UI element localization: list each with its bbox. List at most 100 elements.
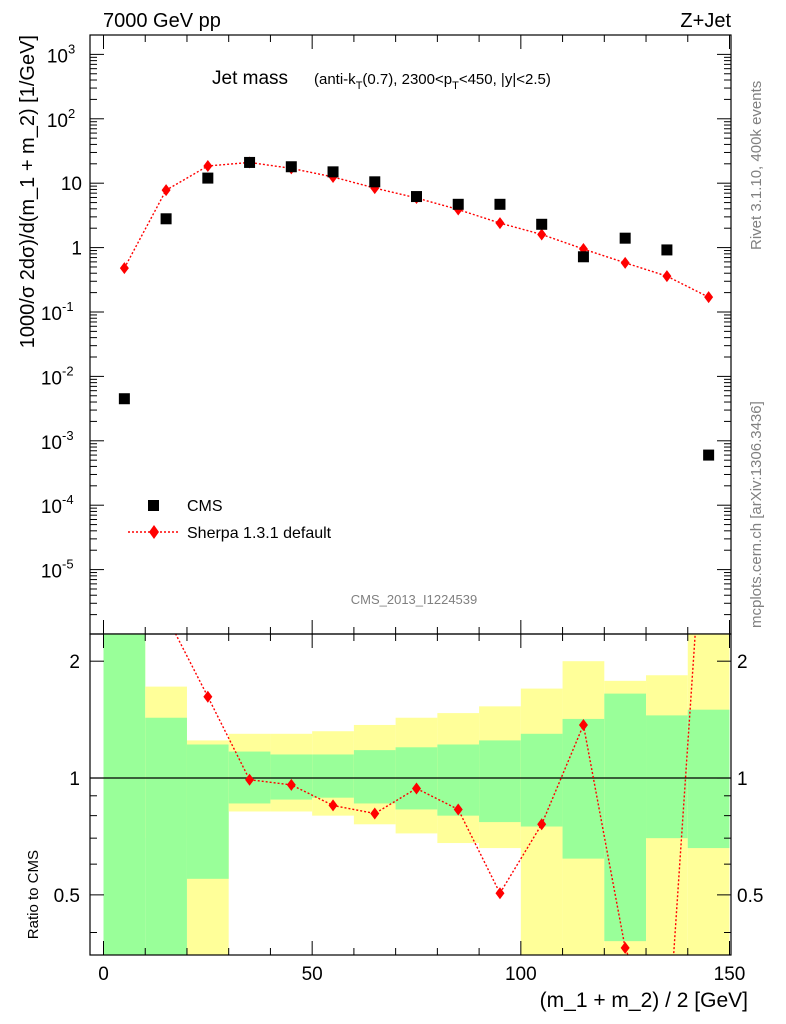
ratio-xtick-label: 150 xyxy=(714,964,746,985)
ratio-ytick-label-right: 1 xyxy=(737,769,748,790)
ratio-ylabel: Ratio to CMS xyxy=(25,850,42,939)
ratio-ytick-label: 1 xyxy=(69,769,80,790)
ratio-mc-point xyxy=(370,807,380,820)
main-ytick-label: 1 xyxy=(71,239,82,260)
main-ytick-exponent: -1 xyxy=(62,299,74,314)
cms-point xyxy=(202,172,214,184)
ratio-mc-point xyxy=(412,782,421,795)
cms-point xyxy=(577,251,589,263)
main-ytick-exponent: 2 xyxy=(68,106,75,121)
plot-title-detail: (anti-kT(0.7), 2300<pT<450, |y|<2.5) xyxy=(314,71,551,92)
ratio-xtick-label: 50 xyxy=(302,964,323,985)
main-ytick-label: 10 xyxy=(41,433,62,454)
ratio-mc-point xyxy=(537,818,547,831)
cms-point xyxy=(452,198,464,210)
main-ytick-label: 10 xyxy=(41,562,62,583)
cms-point xyxy=(285,161,297,173)
cms-point xyxy=(411,191,422,203)
side-label-rivet: Rivet 3.1.10, 400k events xyxy=(748,81,765,250)
cms-point xyxy=(536,218,548,230)
mc-point xyxy=(161,184,171,197)
header-left: 7000 GeV pp xyxy=(103,10,221,32)
ratio-xtick-label: 100 xyxy=(505,964,537,985)
main-ytick-exponent: 3 xyxy=(68,41,75,56)
ratio-mc-point xyxy=(245,773,255,786)
header-right: Z+Jet xyxy=(680,10,731,32)
ratio-band-inner xyxy=(145,717,187,955)
ratio-bands xyxy=(103,634,730,955)
cms-point xyxy=(160,213,172,225)
main-ylabel: 1000/σ 2dσ)/d(m_1 + m_2) [1/GeV] xyxy=(17,35,39,348)
mc-point xyxy=(704,291,714,304)
cms-point xyxy=(327,166,339,178)
mc-point xyxy=(495,217,505,230)
main-ytick-exponent: -5 xyxy=(62,557,74,572)
ratio-ytick-label-right: 0.5 xyxy=(737,886,763,907)
ratio-mc-point xyxy=(578,718,588,731)
ratio-ytick-label-right: 2 xyxy=(737,652,748,673)
cms-point xyxy=(494,198,506,210)
ratio-band-inner xyxy=(646,715,688,839)
ratio-band-inner xyxy=(353,750,396,804)
ratio-band-inner xyxy=(312,754,354,798)
mc-point xyxy=(203,159,213,172)
ratio-mc-point xyxy=(203,690,213,703)
ratio-panel: 0 50 100 150 0.5 0.5 1 1 2 2 xyxy=(54,633,763,985)
main-ytick-exponent: -4 xyxy=(62,492,74,507)
legend-cms-marker xyxy=(148,500,159,511)
main-ticks xyxy=(90,34,731,635)
ratio-mc-point xyxy=(328,799,338,812)
ratio-ticks: 0 50 100 150 0.5 0.5 1 1 2 2 xyxy=(54,634,763,985)
cms-point xyxy=(369,176,381,188)
ratio-ytick-label: 2 xyxy=(69,652,80,673)
legend-cms-label: CMS xyxy=(187,498,223,515)
ratio-panel-frame xyxy=(89,633,732,956)
legend-mc-label: Sherpa 1.3.1 default xyxy=(187,525,332,542)
ratio-mc-point xyxy=(286,778,296,791)
mc-point xyxy=(620,256,630,269)
watermark: CMS_2013_I1224539 xyxy=(351,592,478,607)
main-ytick-label: 10 xyxy=(47,111,68,132)
ratio-band-inner xyxy=(604,693,647,942)
x-axis-label: (m_1 + m_2) / 2 [GeV] xyxy=(540,989,748,1012)
plot-title: Jet mass xyxy=(212,68,288,89)
ratio-band-inner xyxy=(520,733,563,827)
ratio-band-inner xyxy=(186,744,229,879)
ratio-mc-point xyxy=(620,941,630,954)
ratio-band-inner xyxy=(562,718,605,859)
ratio-band-inner xyxy=(479,740,521,823)
legend-mc-marker xyxy=(149,525,159,539)
cms-point xyxy=(619,232,631,244)
ratio-xtick-label: 0 xyxy=(98,964,109,985)
side-label-mcplots: mcplots.cern.ch [arXiv:1306.3436] xyxy=(748,401,765,628)
main-ytick-label: 10 xyxy=(61,174,82,195)
ratio-mc-point xyxy=(453,803,463,816)
cms-point xyxy=(118,393,130,405)
mc-point xyxy=(662,270,672,283)
mc-point xyxy=(119,262,129,275)
ratio-band-inner xyxy=(103,634,146,955)
main-ytick-label: 10 xyxy=(41,497,62,518)
main-ytick-exponent: -2 xyxy=(62,363,74,378)
cms-point xyxy=(244,156,256,168)
main-ytick-label: 10 xyxy=(41,304,62,325)
main-panel-frame xyxy=(89,34,732,635)
cms-point xyxy=(661,244,673,256)
ratio-mc-points xyxy=(203,690,630,954)
mc-point xyxy=(537,228,547,241)
plot-title-main: Jet mass xyxy=(212,68,288,89)
ratio-band-inner xyxy=(687,709,730,849)
data-points xyxy=(118,156,715,461)
cms-point xyxy=(703,449,715,461)
ratio-ytick-label: 0.5 xyxy=(54,886,80,907)
main-ytick-label: 10 xyxy=(47,46,68,67)
main-ytick-exponent: -3 xyxy=(62,428,74,443)
ratio-mc-point xyxy=(495,887,505,900)
ratio-band-inner xyxy=(270,754,313,800)
ratio-mc-line xyxy=(174,634,696,955)
main-ytick-label: 10 xyxy=(41,368,62,389)
legend: CMS Sherpa 1.3.1 default xyxy=(128,498,332,542)
